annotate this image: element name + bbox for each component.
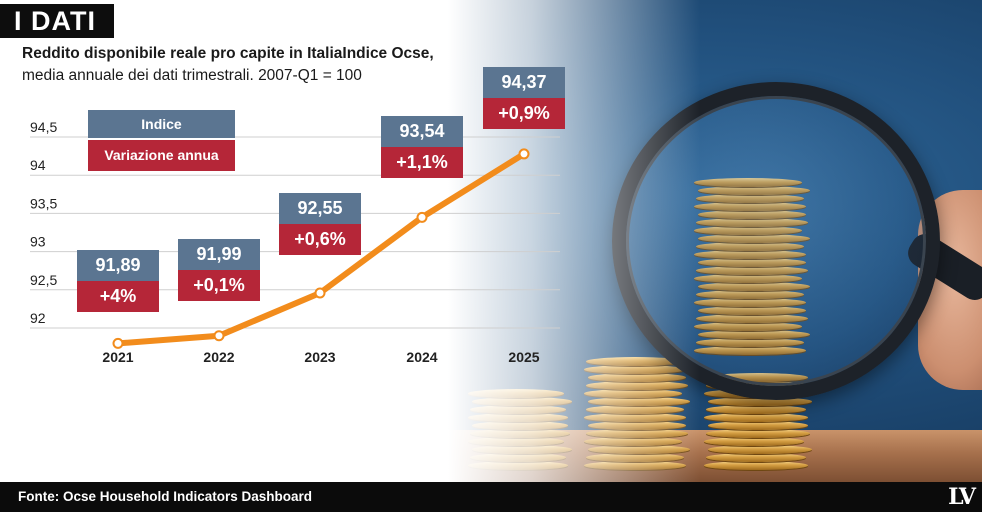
x-tick-label: 2022 bbox=[203, 349, 234, 365]
x-tick-label: 2023 bbox=[304, 349, 335, 365]
y-axis-ticks: 92 92,5 93 93,5 94 94,5 bbox=[30, 119, 57, 326]
coin bbox=[704, 413, 808, 422]
y-tick-label: 92 bbox=[30, 310, 46, 326]
change-label: +0,1% bbox=[178, 270, 260, 301]
change-label: +0,6% bbox=[279, 224, 361, 255]
coin bbox=[708, 397, 812, 406]
coin bbox=[706, 429, 810, 438]
data-point bbox=[416, 211, 428, 223]
x-tick-label: 2024 bbox=[406, 349, 437, 365]
data-point bbox=[518, 148, 530, 160]
y-tick-label: 94,5 bbox=[30, 119, 57, 135]
y-tick-label: 93,5 bbox=[30, 195, 57, 211]
data-point bbox=[112, 337, 124, 349]
x-tick-label: 2025 bbox=[508, 349, 539, 365]
footer: Fonte: Ocse Household Indicators Dashboa… bbox=[0, 482, 982, 512]
y-tick-label: 94 bbox=[30, 157, 46, 173]
y-tick-label: 93 bbox=[30, 234, 46, 250]
value-label: 92,55 bbox=[279, 193, 361, 224]
data-point bbox=[213, 330, 225, 342]
x-axis-ticks: 2021 2022 2023 2024 2025 bbox=[102, 349, 539, 365]
data-point bbox=[314, 287, 326, 299]
change-label: +0,9% bbox=[483, 98, 565, 129]
coin bbox=[706, 405, 806, 414]
change-label: +1,1% bbox=[381, 147, 463, 178]
value-label: 93,54 bbox=[381, 116, 463, 147]
value-label: 91,99 bbox=[178, 239, 260, 270]
chart-subtitle-line2: media annuale dei dati trimestrali. 2007… bbox=[22, 67, 362, 84]
x-tick-label: 2021 bbox=[102, 349, 133, 365]
chart-subtitle-line1: Reddito disponibile reale pro capite in … bbox=[22, 45, 434, 62]
coin bbox=[704, 437, 804, 446]
coin bbox=[708, 445, 812, 454]
source-note: Fonte: Ocse Household Indicators Dashboa… bbox=[18, 489, 313, 504]
section-heading: I DATI bbox=[0, 4, 114, 38]
legend-index: Indice bbox=[88, 110, 235, 138]
legend-annual-change: Variazione annua bbox=[88, 140, 235, 171]
coin bbox=[704, 461, 808, 470]
value-label: 94,37 bbox=[483, 67, 565, 98]
coin bbox=[706, 453, 806, 462]
publisher-logo: LV bbox=[948, 484, 976, 510]
series bbox=[112, 148, 530, 349]
value-label: 91,89 bbox=[77, 250, 159, 281]
change-label: +4% bbox=[77, 281, 159, 312]
coin bbox=[708, 421, 808, 430]
y-tick-label: 92,5 bbox=[30, 272, 57, 288]
